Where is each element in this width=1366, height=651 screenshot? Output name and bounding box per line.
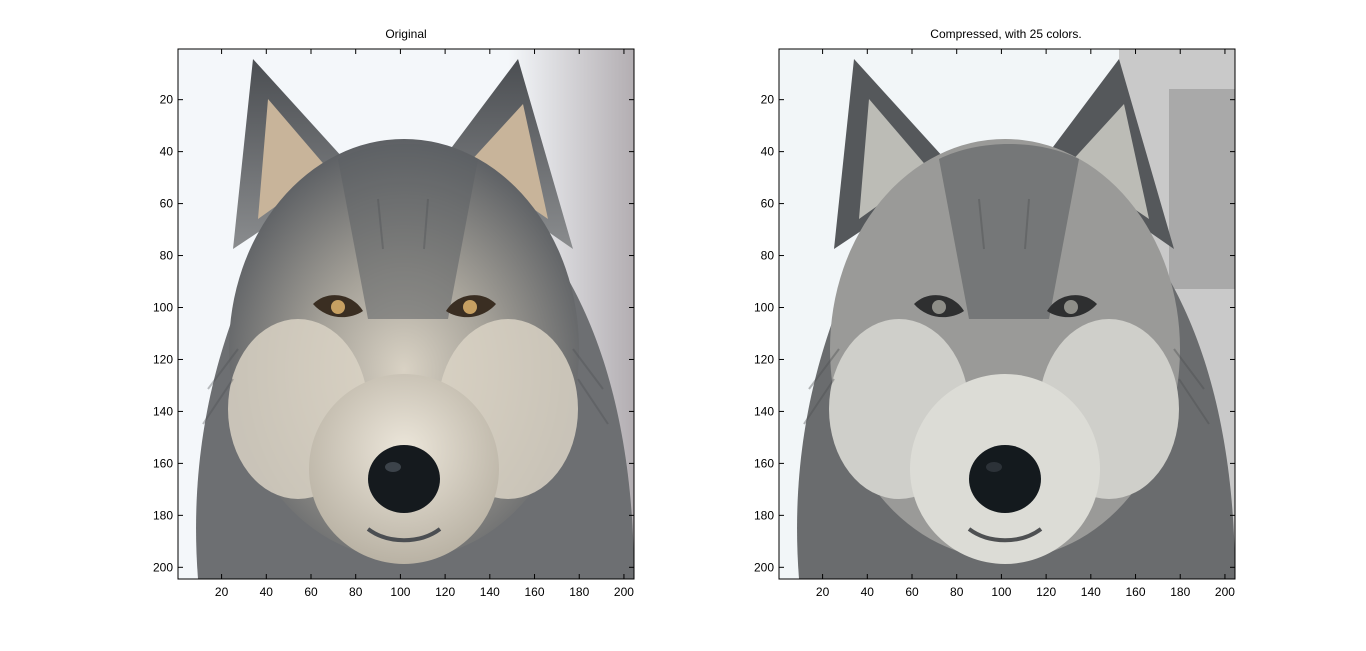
y-tick-label: 20 [160,93,174,107]
y-tick-label: 40 [761,145,775,159]
x-tick-label: 140 [480,585,500,599]
y-tick-label: 40 [160,145,174,159]
y-tick-label: 160 [754,456,774,470]
x-tick-label: 200 [1215,585,1235,599]
x-tick-label: 60 [304,585,318,599]
x-tick-label: 200 [614,585,634,599]
x-tick-label: 100 [991,585,1011,599]
x-tick-label: 80 [950,585,964,599]
y-tick-label: 80 [160,249,174,263]
x-tick-label: 80 [349,585,363,599]
x-tick-label: 20 [215,585,229,599]
y-tick-label: 180 [754,508,774,522]
y-tick-label: 200 [153,560,173,574]
y-tick-label: 100 [153,301,173,315]
x-tick-label: 20 [816,585,830,599]
x-tick-label: 160 [1126,585,1146,599]
x-tick-label: 180 [569,585,589,599]
x-tick-label: 40 [260,585,274,599]
x-tick-label: 140 [1081,585,1101,599]
x-tick-label: 120 [435,585,455,599]
x-tick-label: 100 [390,585,410,599]
y-tick-label: 120 [153,352,173,366]
y-tick-label: 200 [754,560,774,574]
y-tick-label: 180 [153,508,173,522]
y-tick-label: 60 [761,197,775,211]
x-tick-label: 120 [1036,585,1056,599]
y-tick-label: 140 [754,404,774,418]
panel-title: Original [385,27,426,41]
y-tick-label: 120 [754,352,774,366]
y-tick-label: 60 [160,197,174,211]
y-tick-label: 80 [761,249,775,263]
wolf-photo-compressed [779,49,1235,579]
wolf-photo-original [178,49,634,579]
x-tick-label: 60 [905,585,919,599]
y-tick-label: 140 [153,404,173,418]
x-tick-label: 40 [861,585,875,599]
panel-title: Compressed, with 25 colors. [930,27,1081,41]
x-tick-label: 160 [525,585,545,599]
y-tick-label: 20 [761,93,775,107]
x-tick-label: 180 [1170,585,1190,599]
panel-compressed: Compressed, with 25 colors. 20 20 40 40 60 60… [754,27,1235,599]
y-tick-label: 100 [754,301,774,315]
panel-original: Original 20 20 40 40 60 60 80 80 100 100 120 120 140… [153,27,634,599]
y-tick-label: 160 [153,456,173,470]
